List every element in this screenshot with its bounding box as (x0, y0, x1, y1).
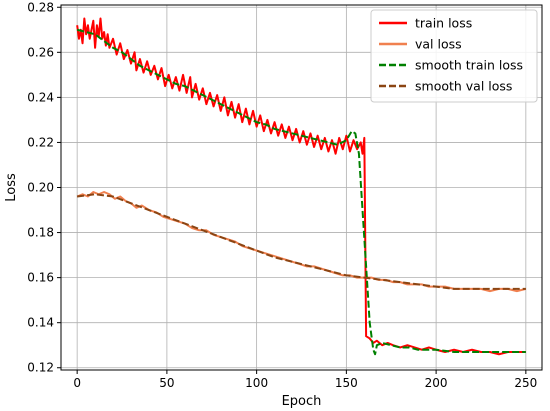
x-tick-label: 50 (159, 376, 174, 390)
series-line-train-loss (76, 17, 526, 356)
series-line-smooth-val-loss (77, 193, 526, 290)
x-axis-label: Epoch (282, 394, 322, 409)
y-tick-label: 0.26 (27, 45, 54, 59)
legend-label: train loss (415, 16, 472, 31)
legend-label: val loss (415, 37, 462, 52)
legend-label: smooth train loss (415, 58, 523, 73)
series-layer (76, 17, 527, 356)
grid (61, 5, 542, 370)
y-tick-label: 0.18 (27, 226, 54, 240)
x-tick-label: 200 (425, 376, 448, 390)
y-tick-label: 0.22 (27, 135, 54, 149)
y-axis-label: Loss (4, 173, 19, 202)
y-tick-label: 0.14 (27, 316, 54, 330)
legend-box (370, 9, 538, 103)
legend: train loss val loss smooth train loss smoot… (370, 9, 538, 103)
y-tick-label: 0.24 (27, 90, 54, 104)
y-tick-label: 0.20 (27, 181, 54, 195)
ticks: 0 50 100 150 200 250 0.12 0.14 0.16 0.18 0.20 0.22 0… (27, 0, 537, 390)
y-tick-label: 0.28 (27, 0, 54, 14)
y-tick-label: 0.12 (27, 361, 54, 375)
x-tick-label: 0 (73, 376, 81, 390)
x-tick-label: 250 (514, 376, 537, 390)
x-tick-label: 150 (335, 376, 358, 390)
y-tick-label: 0.16 (27, 271, 54, 285)
legend-label: smooth val loss (415, 79, 512, 94)
x-tick-label: 100 (245, 376, 268, 390)
series-line-smooth-train-loss (76, 28, 526, 356)
